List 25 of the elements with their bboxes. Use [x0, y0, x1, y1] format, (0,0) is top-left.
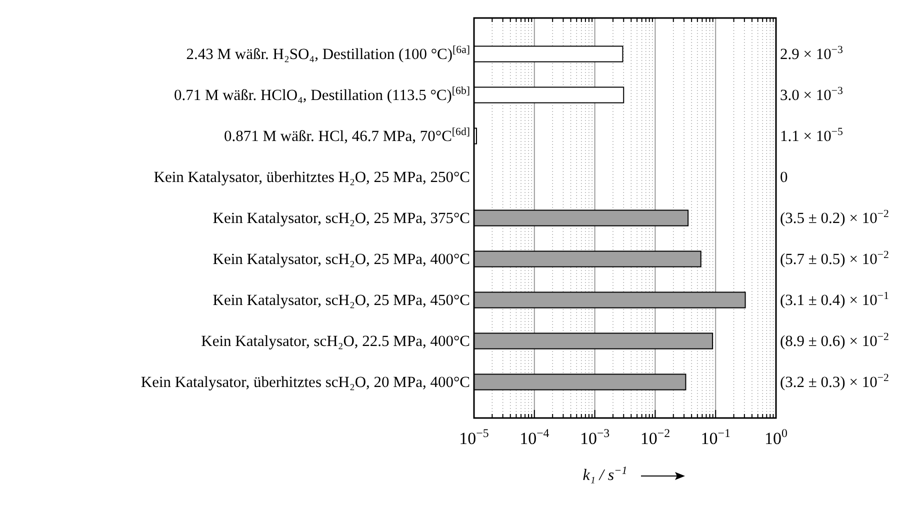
x-tick-label: 10$^{−1}$ [700, 426, 730, 448]
text: 3.0 × 10$^{−3}$ [780, 84, 843, 104]
text: (8.9 ± 0.6) × 10$^{−2}$ [780, 331, 889, 350]
y-tick-label: Kein Katalysator, scH₂O, 25 MPa, 375°C [212, 210, 470, 227]
text: 2.9 × 10$^{−3}$ [780, 44, 843, 63]
x-tick-label: 10$^{−3}$ [580, 426, 610, 448]
text: 1.1 × 10$^{−5}$ [780, 126, 843, 145]
y-tick-label: 2.43 M wäßr. H₂SO₄, Destillation (100 °C)$^{[6a]}$ [186, 44, 470, 63]
x-tick-label: 10$^{0}$ [764, 426, 788, 448]
text: (3.1 ± 0.4) × 10$^{−1}$ [780, 290, 889, 310]
y-tick-label: Kein Katalysator, scH₂O, 25 MPa, 450°C [212, 292, 470, 310]
y-tick-label: Kein Katalysator, scH₂O, 22.5 MPa, 400°C [201, 333, 470, 350]
x-tick-label: 10$^{−4}$ [520, 426, 550, 448]
text: (3.5 ± 0.2) × 10$^{−2}$ [780, 208, 889, 227]
x-axis-title: k₁ / s$^{−1}$ [582, 465, 628, 484]
y-tick-label: 0.871 M wäßr. HCl, 46.7 MPa, 70°C$^{[6d]}$ [224, 126, 470, 145]
y-tick-label: Kein Katalysator, scH₂O, 25 MPa, 400°C [212, 251, 470, 268]
text: (5.7 ± 0.5) × 10$^{−2}$ [780, 249, 889, 268]
y-tick-label: Kein Katalysator, überhitztes scH₂O, 20 MPa, 400°C [140, 374, 470, 392]
text: 0 [780, 169, 788, 186]
y-tick-label: Kein Katalysator, überhitztes H₂O, 25 MPa, 250°C [154, 169, 470, 186]
y-tick-label: 0.71 M wäßr. HClO₄, Destillation (113.5 °C)$^{[6b]}$ [174, 84, 470, 104]
text: (3.2 ± 0.3) × 10$^{−2}$ [780, 372, 889, 392]
x-tick-label: 10$^{−2}$ [640, 426, 670, 448]
x-tick-label: 10$^{−5}$ [459, 426, 489, 448]
